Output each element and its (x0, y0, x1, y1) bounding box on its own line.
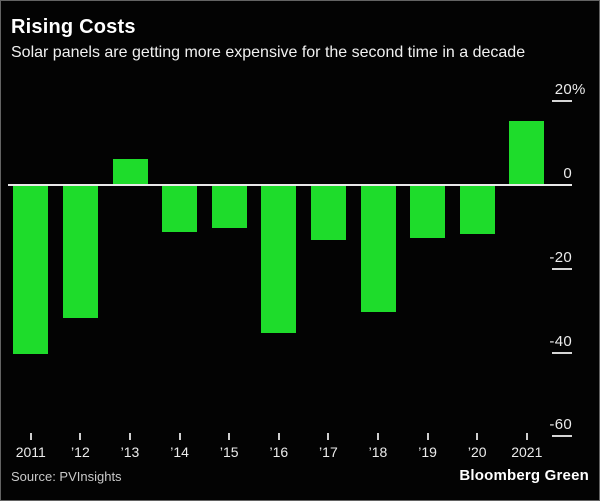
y-tick-label-20: 20% (554, 81, 586, 99)
bar-’13 (112, 158, 148, 184)
bar-2021 (509, 121, 545, 184)
bar-’17 (310, 186, 346, 241)
x-tick-label-’18: ’18 (368, 444, 388, 460)
bar-’12 (62, 186, 98, 318)
x-tick-label-’15: ’15 (219, 444, 239, 460)
x-tick-mark (228, 433, 231, 440)
x-tick-mark (29, 433, 32, 440)
page-title: Rising Costs (11, 16, 136, 38)
x-tick-label-’17: ’17 (319, 444, 338, 460)
source-note: Source: PVInsights (11, 469, 122, 484)
bar-2011 (13, 186, 49, 354)
x-tick-mark (277, 433, 280, 440)
x-tick-label-2021: 2021 (511, 444, 543, 460)
y-tick-label-0: 0 (563, 165, 572, 182)
y-tick-label--40: -40 (549, 332, 572, 350)
x-tick-label-’12: ’12 (71, 444, 90, 460)
x-tick-mark (327, 433, 330, 440)
x-tick-label-’19: ’19 (418, 444, 437, 460)
x-tick-mark (377, 433, 379, 440)
x-tick-mark (426, 433, 429, 440)
page-subtitle: Solar panels are getting more expensive … (11, 44, 526, 61)
x-tick-mark (525, 433, 528, 440)
x-tick-label-’13: ’13 (120, 444, 140, 460)
x-tick-mark (476, 433, 479, 440)
y-tick-mark (552, 100, 572, 103)
y-tick-label--20: -20 (549, 248, 572, 266)
percent-suffix: % (572, 81, 586, 99)
zero-axis-line (8, 184, 572, 186)
x-tick-label-’14: ’14 (170, 444, 189, 460)
bar-’14 (162, 186, 198, 233)
y-tick-mark (552, 351, 572, 354)
x-tick-mark (129, 433, 131, 440)
x-tick-label-’20: ’20 (467, 444, 487, 460)
x-tick-mark (79, 433, 82, 440)
x-tick-mark (178, 433, 181, 440)
bar-’15 (211, 186, 247, 228)
y-tick-label--60: -60 (549, 416, 572, 434)
bar-’20 (459, 186, 495, 235)
y-tick-mark (552, 435, 572, 438)
bar-’19 (410, 186, 446, 239)
x-tick-label-’16: ’16 (269, 444, 289, 460)
y-tick-mark (552, 267, 572, 270)
brand-logo: Bloomberg Green (459, 467, 589, 484)
x-tick-label-2011: 2011 (15, 444, 46, 460)
bar-’16 (261, 186, 297, 333)
bar-’18 (360, 186, 396, 312)
